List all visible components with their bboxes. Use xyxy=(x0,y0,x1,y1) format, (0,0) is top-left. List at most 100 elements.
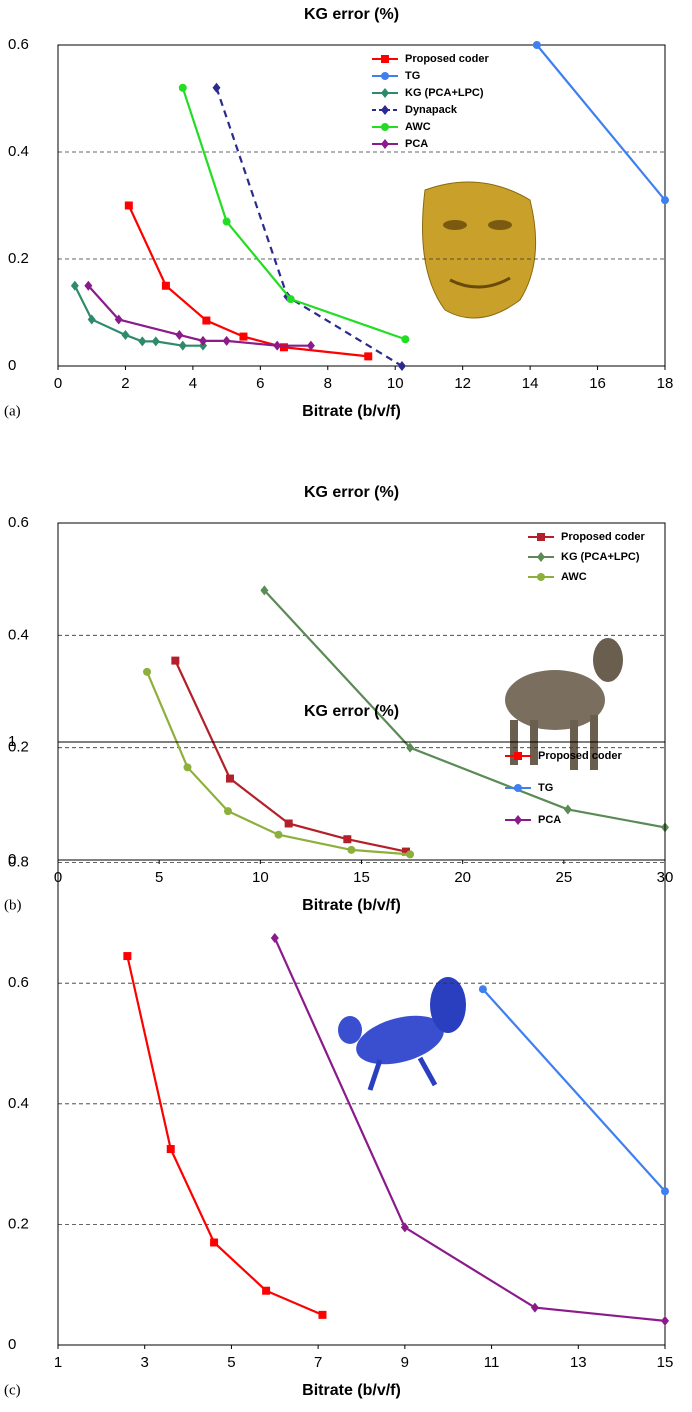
marker xyxy=(381,88,389,98)
marker xyxy=(364,352,373,361)
x-tick-label: 10 xyxy=(252,869,269,886)
legend-label: PCA xyxy=(538,814,561,826)
marker xyxy=(661,1187,669,1196)
marker xyxy=(225,774,234,783)
marker xyxy=(138,336,147,347)
marker xyxy=(84,280,93,291)
chart: KG error (%) Bitrate (b/v/f) (b) 0 0.2 0.4 0.6… xyxy=(4,484,673,914)
y-tick-label: 0.4 xyxy=(8,143,29,160)
legend-label: PCA xyxy=(405,138,428,150)
marker xyxy=(514,752,522,760)
marker xyxy=(260,585,269,596)
series-line xyxy=(127,205,369,358)
x-tick-label: 11 xyxy=(484,1354,500,1371)
marker xyxy=(121,329,130,340)
marker xyxy=(143,667,152,676)
series-line xyxy=(215,87,403,367)
marker xyxy=(343,835,352,844)
marker xyxy=(202,316,211,325)
marker xyxy=(183,763,192,772)
y-tick-label: 0.4 xyxy=(8,1095,29,1112)
x-tick-label: 20 xyxy=(454,869,471,886)
marker xyxy=(347,845,356,854)
marker xyxy=(530,1302,539,1313)
y-tick-label: 0.6 xyxy=(8,514,29,531)
marker xyxy=(478,985,487,994)
x-tick-label: 15 xyxy=(353,869,370,886)
marker xyxy=(537,552,545,562)
marker xyxy=(70,280,79,291)
series-line xyxy=(273,937,666,1322)
marker xyxy=(210,1238,219,1247)
marker xyxy=(402,847,411,856)
marker xyxy=(114,314,123,325)
marker xyxy=(171,656,180,665)
x-tick-label: 3 xyxy=(141,1354,149,1371)
marker xyxy=(286,295,295,304)
y-tick-label: 0.2 xyxy=(8,1215,29,1232)
legend-label: Proposed coder xyxy=(538,750,622,762)
legend-label: TG xyxy=(405,70,420,82)
panel-label: (a) xyxy=(4,403,21,419)
marker xyxy=(406,742,415,753)
marker xyxy=(401,335,410,344)
plot-frame xyxy=(57,741,666,1346)
series-line xyxy=(146,671,411,856)
legend-label: Dynapack xyxy=(405,104,458,116)
x-tick-label: 18 xyxy=(657,375,674,392)
x-tick-label: 16 xyxy=(589,375,606,392)
x-tick-label: 7 xyxy=(314,1354,322,1371)
legend-label: AWC xyxy=(405,121,431,133)
x-tick-label: 25 xyxy=(555,869,572,886)
series-line xyxy=(536,44,666,201)
marker xyxy=(124,201,133,210)
x-tick-label: 8 xyxy=(324,375,332,392)
y-tick-label: 1 xyxy=(8,733,16,750)
marker xyxy=(381,139,389,149)
legend-label: TG xyxy=(538,782,553,794)
y-tick-label: 0.6 xyxy=(8,36,29,53)
rooster-image xyxy=(338,977,466,1091)
marker xyxy=(273,340,282,351)
y-tick-label: 0.2 xyxy=(8,250,29,267)
marker xyxy=(563,804,572,815)
marker xyxy=(381,72,389,80)
marker xyxy=(537,573,545,581)
y-tick-label: 0 xyxy=(8,357,16,374)
legend-label: KG (PCA+LPC) xyxy=(561,551,640,563)
legend-label: Proposed coder xyxy=(561,531,645,543)
x-tick-label: 12 xyxy=(454,375,471,392)
face-image xyxy=(422,181,537,319)
marker xyxy=(381,105,389,115)
legend-label: Proposed coder xyxy=(405,53,489,65)
marker xyxy=(274,830,283,839)
plot-frame xyxy=(57,522,666,861)
x-tick-label: 10 xyxy=(387,375,404,392)
x-tick-label: 13 xyxy=(570,1354,587,1371)
legend-label: AWC xyxy=(561,571,587,583)
marker xyxy=(406,850,415,859)
marker xyxy=(222,217,231,226)
panel-label: (b) xyxy=(4,897,22,913)
marker xyxy=(262,1286,271,1295)
chart: KG error (%) Bitrate (b/v/f) (c) 0 0.2 0.4 0.6… xyxy=(4,703,673,1399)
marker xyxy=(661,1315,669,1326)
marker xyxy=(306,340,315,351)
marker xyxy=(284,819,293,828)
marker xyxy=(87,314,96,325)
y-tick-label: 0 xyxy=(8,1336,16,1353)
marker xyxy=(151,336,160,347)
chart-title: KG error (%) xyxy=(304,484,399,501)
chart: KG error (%) Bitrate (b/v/f) (a) 0 0.2 0.4 0.6… xyxy=(4,6,673,420)
marker xyxy=(222,335,231,346)
marker xyxy=(381,55,389,63)
marker xyxy=(318,1310,327,1319)
marker xyxy=(661,196,669,205)
marker xyxy=(514,784,522,792)
plot-frame xyxy=(57,44,666,367)
marker xyxy=(270,932,279,943)
marker xyxy=(397,361,406,371)
x-tick-label: 5 xyxy=(227,1354,235,1371)
y-tick-label: 0.6 xyxy=(8,974,29,991)
